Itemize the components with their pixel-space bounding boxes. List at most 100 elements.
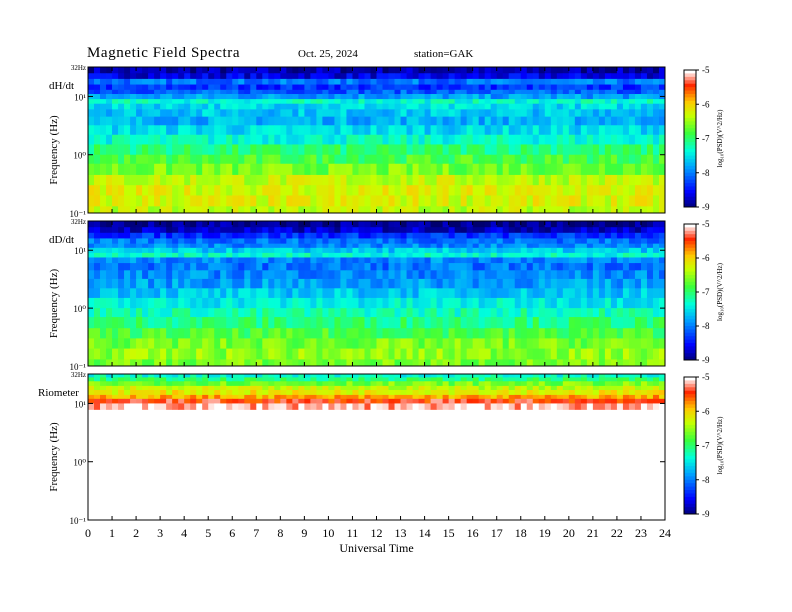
heatmap-cell — [412, 338, 419, 349]
heatmap-cell — [352, 348, 359, 360]
heatmap-cell — [610, 116, 618, 126]
heatmap-cell — [124, 338, 131, 349]
heatmap-cell — [610, 99, 618, 105]
heatmap-cell — [340, 116, 347, 126]
heatmap-cell — [298, 103, 305, 110]
heatmap-cell — [574, 185, 582, 196]
heatmap-cell — [166, 134, 173, 145]
heatmap-cell — [496, 390, 504, 396]
heatmap-cell — [232, 154, 239, 165]
heatmap-cell — [496, 252, 504, 258]
heatmap-cell — [424, 232, 431, 239]
heatmap-cell — [610, 263, 618, 271]
heatmap-cell — [262, 154, 269, 165]
heatmap-cell — [202, 270, 209, 280]
heatmap-cell — [328, 185, 335, 196]
heatmap-cell — [484, 125, 492, 136]
heatmap-cell — [532, 263, 540, 271]
heatmap-cell — [622, 328, 630, 339]
heatmap-cell — [316, 403, 323, 410]
heatmap-cell — [532, 288, 540, 299]
heatmap-cell — [112, 398, 119, 404]
heatmap-cell — [160, 394, 167, 400]
heatmap-cell — [622, 374, 630, 378]
heatmap-cell — [628, 243, 636, 249]
heatmap-cell — [568, 359, 576, 367]
heatmap-cell — [472, 374, 480, 378]
heatmap-cell — [298, 125, 305, 136]
heatmap-cell — [484, 232, 492, 239]
heatmap-cell — [640, 154, 648, 165]
heatmap-cell — [454, 174, 462, 186]
heatmap-cell — [334, 94, 341, 100]
heatmap-cell — [100, 232, 107, 239]
heatmap-cell — [136, 227, 143, 234]
heatmap-cell — [226, 154, 233, 165]
heatmap-cell — [280, 317, 287, 329]
heatmap-cell — [538, 247, 546, 254]
heatmap-cell — [202, 385, 209, 391]
heatmap-cell — [514, 89, 522, 95]
heatmap-cell — [166, 227, 173, 234]
heatmap-cell — [118, 328, 125, 339]
heatmap-cell — [562, 377, 570, 382]
heatmap-cell — [154, 67, 161, 74]
heatmap-cell — [466, 243, 474, 249]
heatmap-cell — [430, 125, 437, 136]
heatmap-cell — [100, 338, 107, 349]
heatmap-cell — [460, 144, 468, 156]
heatmap-cell — [268, 78, 275, 85]
heatmap-cell — [610, 317, 618, 329]
heatmap-cell — [274, 359, 281, 367]
heatmap-cell — [526, 185, 534, 196]
heatmap-cell — [628, 89, 636, 95]
heatmap-cell — [658, 243, 666, 249]
heatmap-cell — [484, 134, 492, 145]
heatmap-cell — [238, 317, 245, 329]
heatmap-cell — [424, 206, 431, 214]
heatmap-cell — [274, 263, 281, 271]
heatmap-cell — [292, 288, 299, 299]
heatmap-cell — [184, 185, 191, 196]
heatmap-cell — [220, 103, 227, 110]
heatmap-cell — [226, 94, 233, 100]
heatmap-cell — [424, 78, 431, 85]
heatmap-cell — [142, 227, 149, 234]
heatmap-cell — [238, 144, 245, 156]
colorbar-cell — [684, 264, 696, 269]
heatmap-cell — [478, 206, 486, 214]
heatmap-cell — [322, 195, 329, 207]
heatmap-cell — [160, 338, 167, 349]
heatmap-cell — [418, 338, 425, 349]
heatmap-cell — [310, 195, 317, 207]
heatmap-cell — [148, 252, 155, 258]
heatmap-cell — [250, 385, 257, 391]
heatmap-cell — [304, 359, 311, 367]
heatmap-cell — [322, 403, 329, 410]
heatmap-cell — [238, 116, 245, 126]
heatmap-cell — [244, 89, 251, 95]
heatmap-cell — [622, 99, 630, 105]
heatmap-cell — [166, 394, 173, 400]
heatmap-cell — [454, 109, 462, 118]
heatmap-cell — [148, 257, 155, 264]
heatmap-cell — [136, 390, 143, 396]
heatmap-cell — [226, 247, 233, 254]
heatmap-cell — [184, 125, 191, 136]
heatmap-cell — [340, 257, 347, 264]
heatmap-cell — [316, 73, 323, 80]
heatmap-cell — [112, 144, 119, 156]
heatmap-cell — [430, 221, 437, 228]
heatmap-cell — [520, 163, 528, 176]
heatmap-cell — [172, 278, 179, 289]
heatmap-cell — [646, 288, 654, 299]
heatmap-cell — [652, 338, 660, 349]
heatmap-cell — [658, 89, 666, 95]
heatmap-cell — [406, 381, 413, 387]
heatmap-cell — [286, 377, 293, 382]
heatmap-cell — [616, 385, 624, 391]
heatmap-cell — [526, 103, 534, 110]
heatmap-cell — [142, 174, 149, 186]
heatmap-cell — [346, 403, 353, 410]
heatmap-cell — [100, 221, 107, 228]
